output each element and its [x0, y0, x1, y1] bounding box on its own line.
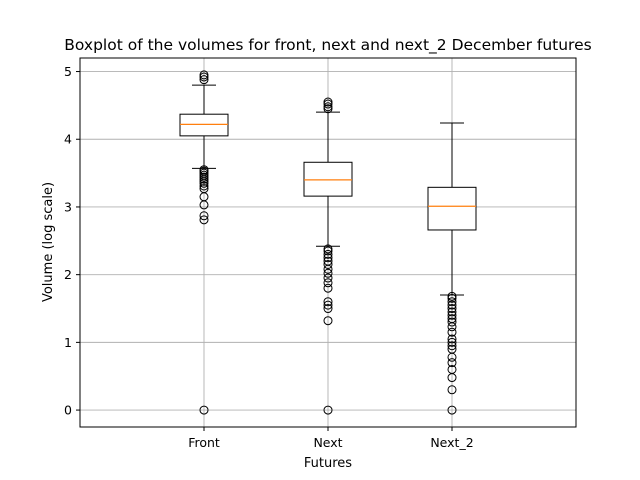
outlier-point — [447, 364, 457, 374]
outlier-point — [199, 75, 209, 85]
outlier-point — [323, 253, 333, 263]
outlier-point — [323, 268, 333, 278]
outlier-point — [447, 385, 457, 395]
outlier-point — [447, 297, 457, 307]
outlier-point — [447, 337, 457, 347]
y-tick-label: 5 — [64, 64, 72, 79]
outlier-point — [323, 102, 333, 112]
outlier-point — [447, 327, 457, 337]
x-tick-label: Next — [313, 435, 342, 450]
outlier-point — [323, 273, 333, 283]
outlier-point — [447, 317, 457, 327]
x-axis-label: Futures — [304, 456, 352, 471]
y-tick-label: 2 — [64, 267, 72, 282]
outlier-point — [447, 314, 457, 324]
y-tick-label: 0 — [64, 403, 72, 418]
outlier-point — [447, 300, 457, 310]
outlier-point — [323, 244, 333, 254]
outlier-point — [199, 211, 209, 221]
outlier-point — [323, 97, 333, 107]
outlier-point — [323, 283, 333, 293]
outlier-point — [447, 310, 457, 320]
iqr-box — [427, 186, 477, 231]
outlier-point — [447, 405, 457, 415]
outlier-point — [323, 297, 333, 307]
outlier-point — [323, 316, 333, 326]
outlier-point — [323, 249, 333, 259]
box-front — [179, 70, 229, 415]
outlier-point — [447, 344, 457, 354]
box-next-2 — [427, 122, 477, 415]
outlier-point — [447, 304, 457, 314]
iqr-box — [179, 113, 229, 137]
y-tick-label: 1 — [64, 335, 72, 350]
y-tick-label: 4 — [64, 132, 72, 147]
y-axis-label: Volume (log scale) — [41, 182, 56, 302]
box-next — [303, 97, 353, 415]
outlier-point — [447, 358, 457, 368]
outlier-point — [323, 300, 333, 310]
outlier-point — [447, 334, 457, 344]
outlier-point — [447, 341, 457, 351]
chart-title: Boxplot of the volumes for front, next a… — [64, 36, 591, 55]
outlier-point — [323, 405, 333, 415]
outlier-point — [447, 307, 457, 317]
outlier-point — [199, 184, 209, 194]
y-tick-label: 3 — [64, 199, 72, 214]
outlier-point — [199, 70, 209, 80]
outlier-point — [447, 291, 457, 301]
x-tick-label: Next_2 — [430, 435, 473, 450]
outlier-point — [199, 405, 209, 415]
iqr-box — [303, 161, 353, 197]
outlier-point — [323, 260, 333, 270]
outlier-point — [199, 215, 209, 225]
tick-layer: 0 1 2 3 4 5 Front Next Next_2 — [64, 64, 474, 450]
outlier-point — [323, 256, 333, 266]
outlier-point — [199, 181, 209, 191]
box-layer — [179, 70, 477, 415]
outlier-point — [199, 165, 209, 175]
outlier-point — [323, 304, 333, 314]
outlier-point — [323, 278, 333, 288]
x-tick-label: Front — [188, 435, 220, 450]
